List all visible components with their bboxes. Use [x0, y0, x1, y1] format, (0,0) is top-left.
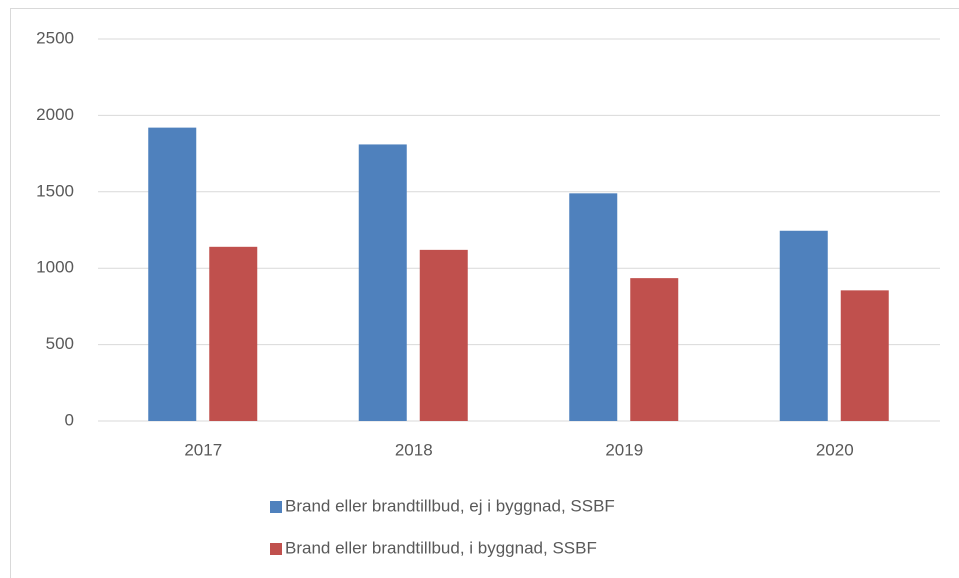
x-tick-label: 2019 — [605, 440, 643, 459]
bar — [569, 193, 618, 421]
y-tick-label: 1000 — [36, 258, 74, 277]
legend-label: Brand eller brandtillbud, i byggnad, SSB… — [285, 538, 597, 557]
x-tick-label: 2020 — [816, 440, 854, 459]
bar — [779, 230, 828, 421]
bar — [630, 278, 679, 421]
x-tick-label: 2018 — [395, 440, 433, 459]
legend-label: Brand eller brandtillbud, ej i byggnad, … — [285, 496, 615, 515]
y-tick-label: 0 — [65, 410, 74, 429]
legend-swatch — [270, 543, 282, 555]
y-tick-label: 1500 — [36, 181, 74, 200]
chart-border — [10, 8, 959, 578]
legend-swatch — [270, 501, 282, 513]
bar — [148, 127, 197, 422]
bar — [840, 290, 889, 421]
y-tick-label: 2000 — [36, 105, 74, 124]
bar — [419, 249, 468, 421]
bar — [209, 246, 258, 421]
y-tick-label: 500 — [46, 334, 74, 353]
bar — [358, 144, 407, 421]
x-tick-label: 2017 — [184, 440, 222, 459]
y-tick-label: 2500 — [36, 28, 74, 47]
